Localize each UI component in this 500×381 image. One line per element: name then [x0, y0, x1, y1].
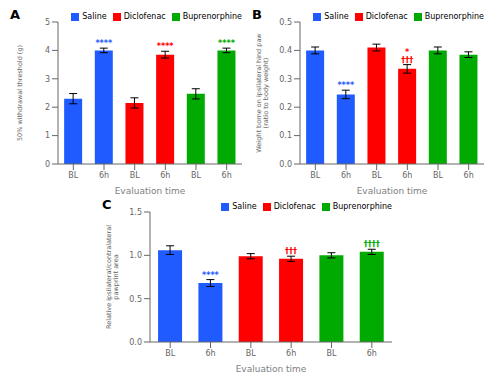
- svg-text:0.1: 0.1: [279, 131, 292, 140]
- svg-text:BL: BL: [68, 171, 78, 180]
- html-text:Diclofenac: Diclofenac: [123, 12, 166, 21]
- svg-text:BL: BL: [191, 171, 201, 180]
- html-text:Buprenorphine: Buprenorphine: [332, 202, 392, 211]
- svg-text:BL: BL: [130, 171, 140, 180]
- svg-text:6h: 6h: [205, 349, 215, 358]
- svg-text:BL: BL: [372, 171, 382, 180]
- svg-text:Evaluation time: Evaluation time: [357, 186, 428, 196]
- html-text:Saline: Saline: [324, 12, 349, 21]
- svg-text:BL: BL: [433, 171, 443, 180]
- svg-text:4: 4: [45, 46, 50, 55]
- svg-text:BL: BL: [165, 349, 175, 358]
- svg-text:6h: 6h: [341, 171, 351, 180]
- svg-text:1.0: 1.0: [129, 251, 142, 260]
- svg-text:†††: †††: [401, 56, 413, 65]
- svg-text:††††: ††††: [364, 240, 380, 249]
- svg-text:Relative ipsilateral/contralat: Relative ipsilateral/contralateralpawpri…: [105, 225, 120, 329]
- svg-text:0.4: 0.4: [279, 46, 292, 55]
- svg-text:†††: †††: [285, 247, 297, 256]
- svg-text:0: 0: [45, 160, 50, 169]
- svg-text:0.3: 0.3: [279, 75, 292, 84]
- html-text:Diclofenac: Diclofenac: [273, 202, 316, 211]
- svg-text:0.2: 0.2: [279, 103, 292, 112]
- svg-text:6h: 6h: [99, 171, 109, 180]
- html-text:B: B: [252, 7, 262, 22]
- svg-text:1: 1: [45, 131, 50, 140]
- svg-text:BL: BL: [246, 349, 256, 358]
- svg-text:1.5: 1.5: [129, 208, 142, 217]
- svg-text:****: ****: [157, 42, 175, 51]
- svg-text:6h: 6h: [367, 349, 377, 358]
- svg-text:6h: 6h: [286, 349, 296, 358]
- svg-text:****: ****: [337, 81, 355, 90]
- svg-text:50% withdrawal threshold (g): 50% withdrawal threshold (g): [16, 45, 24, 141]
- html-text:Saline: Saline: [82, 12, 107, 21]
- svg-text:0.5: 0.5: [279, 18, 292, 27]
- html-text:C: C: [102, 197, 112, 212]
- html-text:Buprenorphine: Buprenorphine: [424, 12, 484, 21]
- html-text:A: A: [10, 7, 21, 22]
- svg-text:****: ****: [95, 39, 113, 48]
- svg-text:6h: 6h: [464, 171, 474, 180]
- html-text:Diclofenac: Diclofenac: [365, 12, 408, 21]
- html-text:Saline: Saline: [232, 202, 257, 211]
- svg-text:3: 3: [45, 75, 50, 84]
- svg-text:****: ****: [218, 39, 236, 48]
- svg-text:Evaluation time: Evaluation time: [236, 364, 307, 374]
- svg-text:****: ****: [202, 271, 220, 280]
- svg-text:0.0: 0.0: [129, 338, 142, 347]
- svg-text:6h: 6h: [160, 171, 170, 180]
- svg-text:0.0: 0.0: [279, 160, 292, 169]
- svg-text:2: 2: [45, 103, 50, 112]
- html-text:Buprenorphine: Buprenorphine: [182, 12, 242, 21]
- svg-text:Weight borne on ipsilateral hi: Weight borne on ipsilateral hind paw(rat…: [255, 33, 270, 153]
- svg-text:6h: 6h: [402, 171, 412, 180]
- svg-text:Evaluation time: Evaluation time: [115, 186, 186, 196]
- svg-text:5: 5: [45, 18, 50, 27]
- svg-text:6h: 6h: [222, 171, 232, 180]
- svg-text:BL: BL: [327, 349, 337, 358]
- svg-text:0.5: 0.5: [129, 295, 142, 304]
- svg-text:BL: BL: [310, 171, 320, 180]
